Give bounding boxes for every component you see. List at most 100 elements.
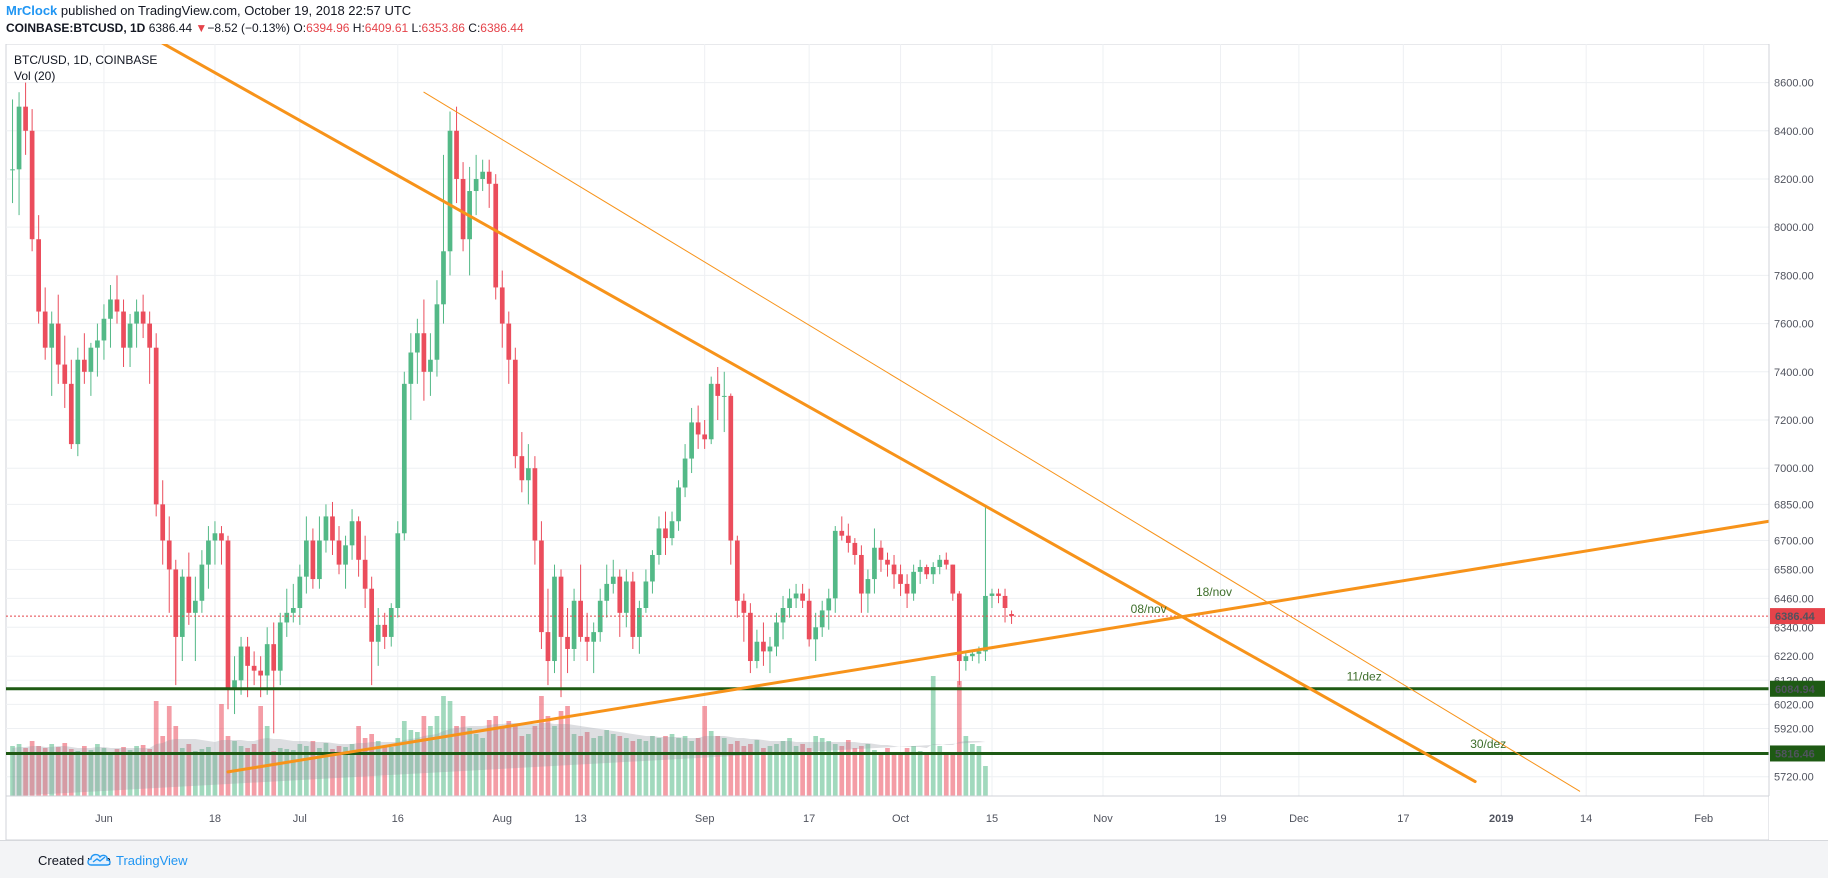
volume-bar [891, 752, 897, 796]
volume-bar [29, 741, 35, 796]
volume-bar [813, 736, 819, 796]
candle-body [460, 178, 466, 240]
candle-body [663, 528, 668, 539]
candle-body [637, 608, 642, 637]
volume-bar [617, 736, 623, 796]
candle-body [983, 595, 988, 652]
open-label: O: [293, 21, 307, 35]
publish-line: MrClock published on TradingView.com, Oc… [6, 3, 411, 18]
volume-bar [114, 749, 120, 796]
volume-bar [388, 747, 394, 796]
candle-body [891, 564, 897, 575]
date-annotation: 30/dez [1470, 737, 1506, 751]
volume-bar [225, 736, 231, 796]
candle-body [656, 528, 662, 555]
candle-body [865, 579, 871, 594]
volume-bar [774, 744, 779, 796]
volume-bar [937, 746, 943, 796]
volume-bar [467, 728, 472, 796]
volume-bar [911, 746, 916, 796]
candle-body [1002, 595, 1008, 608]
trend-line-rising-support [226, 519, 1771, 774]
volume-bar [637, 739, 642, 796]
volume-bar [369, 734, 375, 796]
volume-bar [943, 754, 949, 796]
volume-bar [212, 752, 218, 796]
volume-bar [754, 740, 760, 796]
candle-body [258, 670, 264, 676]
y-tick-label: 7000.00 [1774, 463, 1814, 475]
volume-bar [761, 748, 766, 796]
volume-bar [597, 736, 603, 796]
candle-body [166, 540, 172, 570]
date-annotation: 11/dez [1347, 669, 1382, 683]
candle-body [10, 169, 15, 171]
footer-bar: Created with TradingView [0, 840, 1828, 878]
candle-body [343, 545, 348, 565]
volume-bar [970, 744, 975, 796]
candle-body [284, 612, 290, 623]
volume-bar [689, 741, 694, 796]
volume-bar [16, 744, 22, 796]
candle-body [885, 559, 890, 565]
y-tick-label: 5920.00 [1774, 724, 1814, 736]
candle-body [793, 593, 799, 599]
volume-bar [930, 676, 936, 796]
ohlc-line: COINBASE:BTCUSD, 1D 6386.44 ▼−8.52 (−0.1… [6, 21, 524, 35]
candle-body [101, 318, 107, 341]
x-tick-label: Jun [95, 813, 113, 825]
drawing-layer [6, 44, 1771, 792]
volume-bar [832, 744, 838, 796]
candle-body [800, 593, 805, 601]
volume-bar [806, 748, 812, 796]
author-link[interactable]: MrClock [6, 3, 58, 18]
price-axis[interactable]: 8600.00 8400.00 8200.00 8000.00 7800.00 7600.… [1770, 78, 1825, 784]
support-price-tag [1770, 680, 1825, 697]
candle-body [264, 644, 270, 676]
volume-bar [290, 750, 296, 796]
candle-body [950, 564, 956, 594]
candle-body [878, 547, 884, 560]
candle-body [623, 581, 629, 613]
candle-body [375, 624, 381, 642]
volume-bar [415, 732, 420, 796]
volume-indicator-label: Vol (20) [14, 69, 55, 83]
chart-title: BTC/USD, 1D, COINBASE [14, 53, 157, 67]
candle-body [989, 593, 995, 596]
candle-body [68, 383, 74, 445]
volume-bar [356, 726, 361, 796]
volume-bar [610, 734, 616, 796]
volume-bar [343, 747, 348, 796]
candle-body [271, 644, 277, 671]
candle-body [323, 516, 329, 541]
volume-bar [421, 716, 427, 796]
volume-bar [401, 721, 407, 796]
candle-body [251, 665, 257, 671]
time-axis[interactable]: Jun 18 Jul 16 Aug 13 Sep 17 Oct 15 Nov 19 Dec 17 2019 1… [95, 813, 1713, 825]
x-tick-label: 2019 [1489, 813, 1513, 825]
published-text: published on TradingView.com, October 19… [60, 3, 412, 18]
volume-bar [434, 716, 440, 796]
volume-bar [767, 746, 773, 796]
tradingview-brand[interactable]: TradingView [116, 853, 188, 868]
volume-bar [264, 726, 270, 796]
volume-bar [460, 716, 466, 796]
chart-frame [5, 44, 1770, 840]
candle-body [832, 530, 838, 599]
candle-body [62, 364, 68, 384]
candle-body [415, 333, 420, 353]
volume-bar [375, 741, 381, 796]
last-price: 6386.44 [148, 21, 193, 35]
candle-body [499, 287, 505, 324]
volume-bar [277, 748, 283, 796]
high-value: 6409.61 [364, 21, 409, 35]
candle-body [317, 540, 322, 580]
volume-bar [408, 730, 414, 796]
volume-bar [715, 736, 721, 796]
candle-body [304, 540, 309, 577]
x-tick-label: 17 [1397, 813, 1409, 825]
volume-bar [826, 741, 832, 796]
volume-bar [532, 726, 538, 796]
candle-body [193, 600, 198, 613]
